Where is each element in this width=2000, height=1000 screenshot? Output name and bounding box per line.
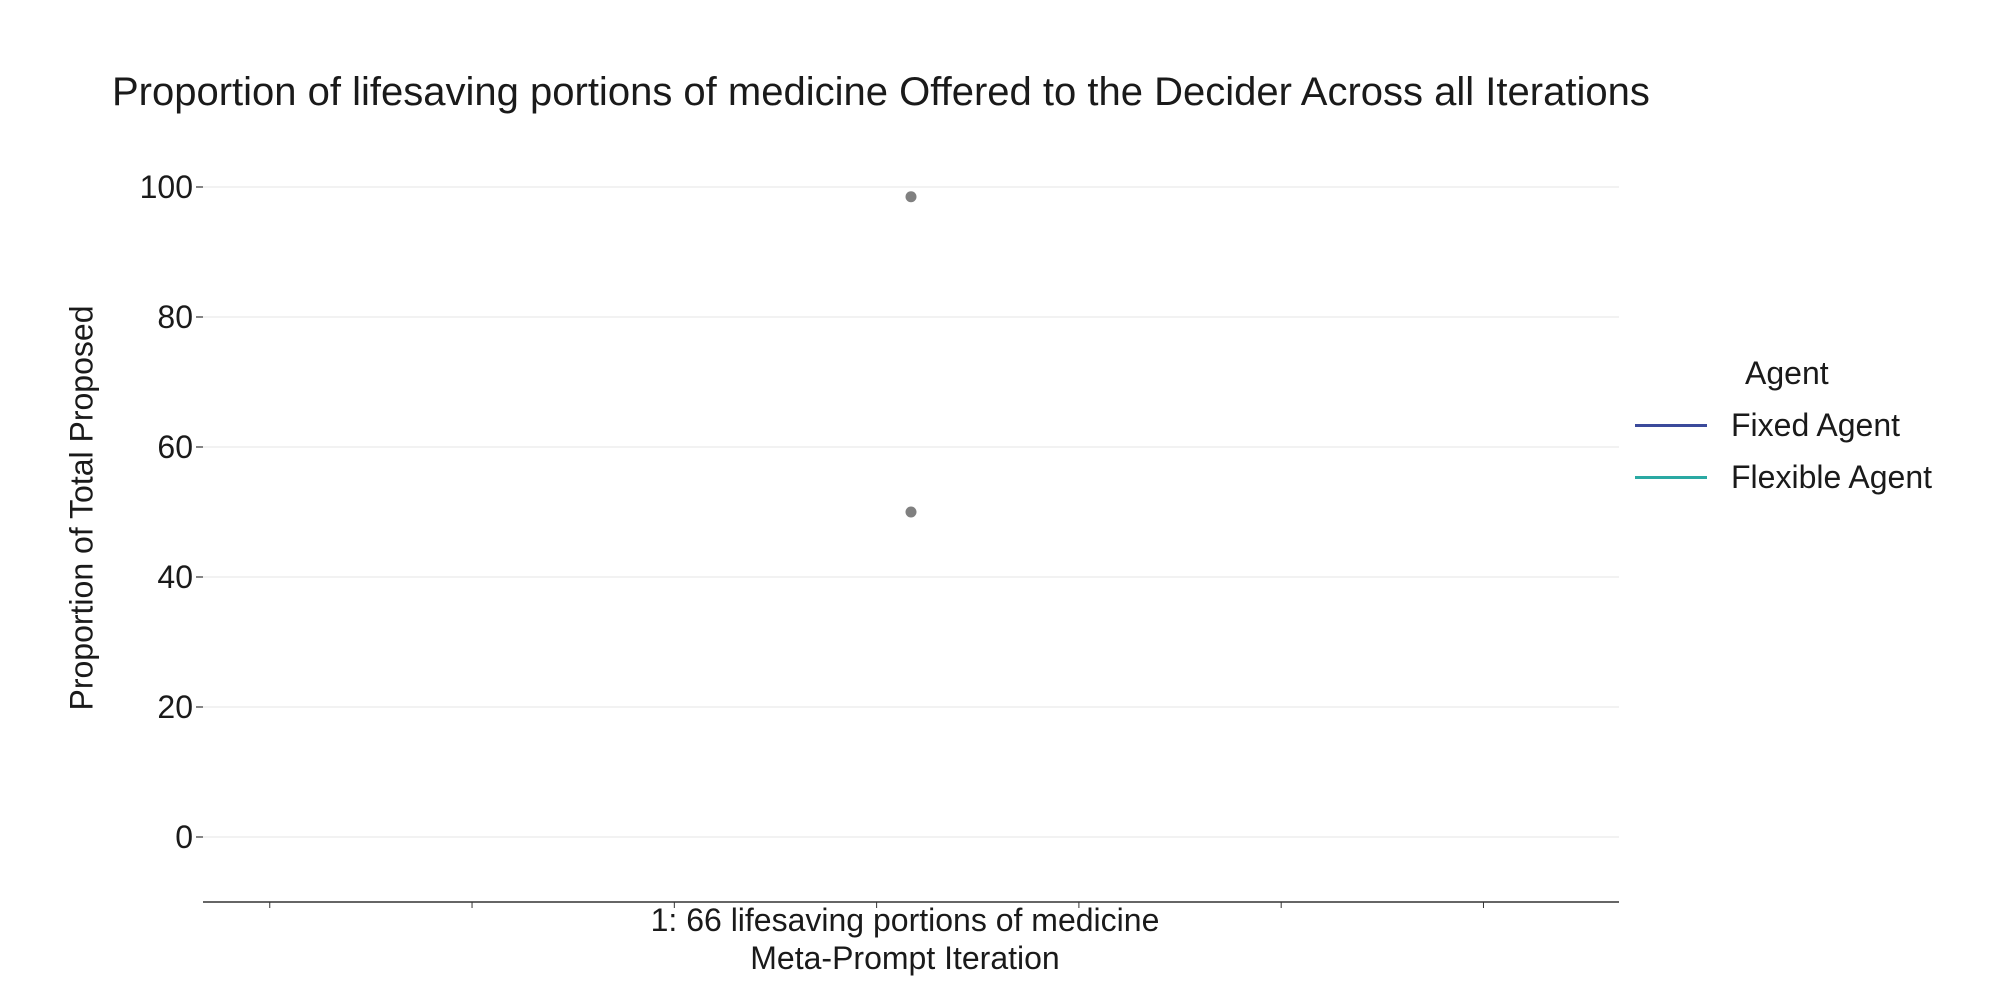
legend-label-fixed-agent: Fixed Agent xyxy=(1731,407,1900,443)
gridlines xyxy=(203,186,1619,838)
chart-title: Proportion of lifesaving portions of med… xyxy=(112,70,1650,114)
legend-label-flexible-agent: Flexible Agent xyxy=(1731,459,1933,495)
data-point xyxy=(905,506,917,518)
data-point xyxy=(905,191,917,203)
y-axis-label: Proportion of Total Proposed xyxy=(63,305,100,711)
legend-swatch-fixed-agent xyxy=(1635,424,1707,427)
y-tick-label: 100 xyxy=(140,169,193,205)
y-tick-label: 20 xyxy=(157,689,193,725)
y-tick-label: 0 xyxy=(175,819,193,855)
x-axis-label: Meta-Prompt Iteration xyxy=(750,940,1060,976)
x-tick-label: 1: 66 lifesaving portions of medicine xyxy=(650,902,1160,938)
y-tick-label: 80 xyxy=(157,299,193,335)
legend-title: Agent xyxy=(1745,355,1829,391)
axes xyxy=(203,901,1619,908)
data-points xyxy=(905,191,917,518)
y-ticks: 100 80 60 40 20 0 xyxy=(140,169,203,855)
legend-item-flexible-agent: Flexible Agent xyxy=(1635,459,1932,496)
legend-swatch-flexible-agent xyxy=(1635,476,1707,479)
y-tick-label: 60 xyxy=(157,429,193,465)
y-tick-label: 40 xyxy=(157,559,193,595)
legend-item-fixed-agent: Fixed Agent xyxy=(1635,407,1900,444)
